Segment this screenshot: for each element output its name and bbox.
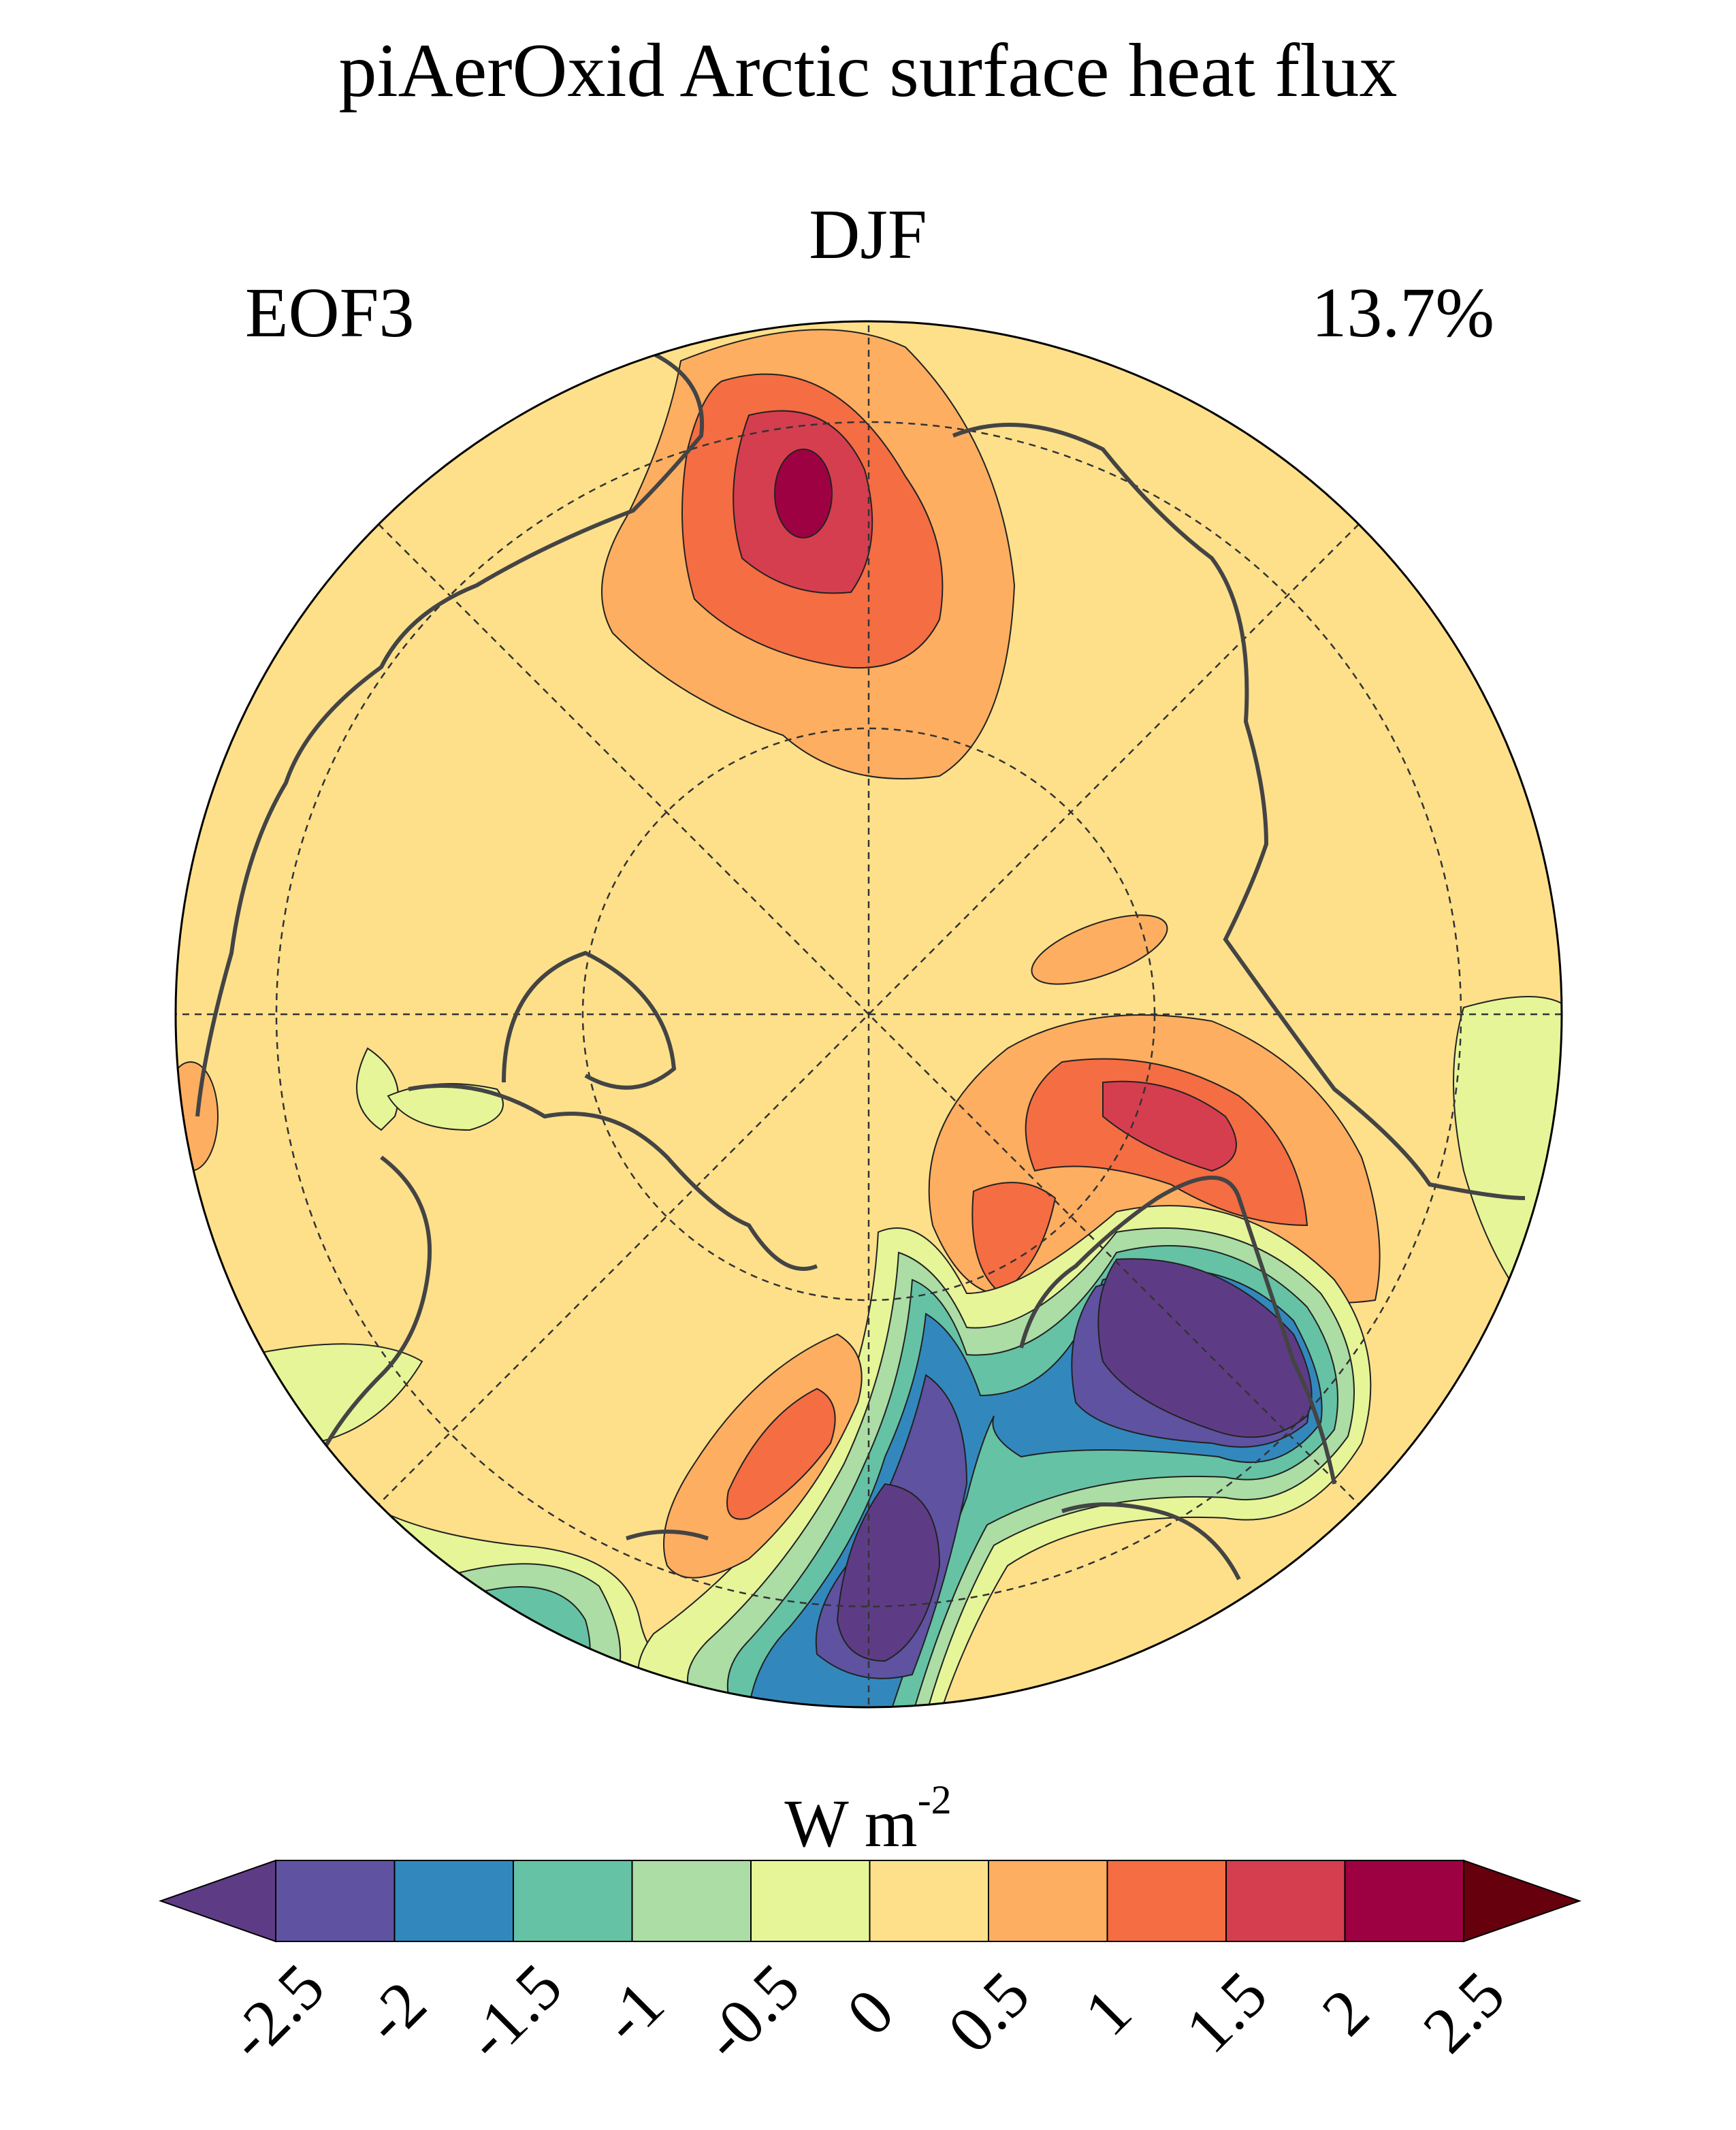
contour-region (836, 1483, 941, 1662)
contour-region (435, 1563, 622, 1689)
colorbar-segment (631, 1860, 752, 1942)
variance-label: 13.7% (1311, 274, 1494, 352)
contour-region (1097, 1258, 1313, 1438)
contour-region (726, 1387, 836, 1520)
colorbar-segment (988, 1860, 1108, 1942)
figure-title: piAerOxid Arctic surface heat flux (338, 29, 1398, 113)
contour-region (971, 1182, 1057, 1295)
colorbar (158, 1859, 1582, 1943)
colorbar-segment (513, 1860, 633, 1942)
colorbar-segment (1225, 1860, 1346, 1942)
graticule (176, 321, 1562, 1707)
colorbar-segment (393, 1860, 514, 1942)
colorbar-segment (1106, 1860, 1227, 1942)
units-exponent: -2 (917, 1777, 952, 1822)
colorbar-extend-high (1463, 1859, 1582, 1943)
colorbar-segment (869, 1860, 989, 1942)
units-base: W m (784, 1786, 918, 1861)
colorbar-segment (750, 1860, 871, 1942)
coastlines (195, 352, 1526, 1581)
contour-region (1102, 1080, 1237, 1172)
eof-label: EOF3 (245, 274, 415, 352)
map-boundary (174, 320, 1563, 1709)
colorbar-segment (1344, 1860, 1464, 1942)
colorbar-segment (275, 1860, 396, 1942)
contour-region (356, 1047, 399, 1131)
colorbar-extend-low (158, 1859, 276, 1943)
contour-region (1031, 914, 1168, 985)
season-label: DJF (809, 195, 927, 274)
colorbar-units: W m-2 (0, 1777, 1736, 1862)
contour-region (774, 449, 833, 538)
